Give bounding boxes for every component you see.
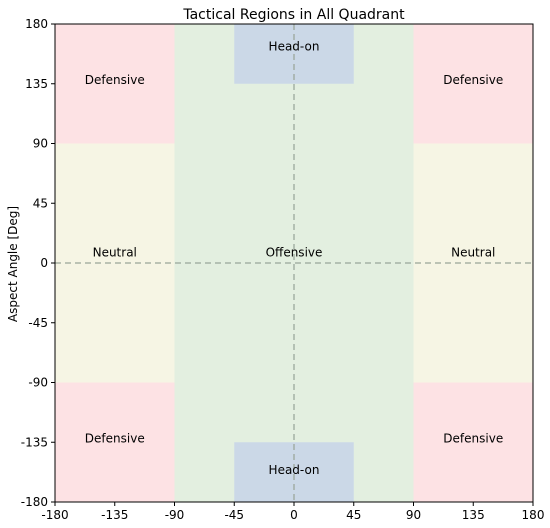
chart-title: Tactical Regions in All Quadrant	[182, 7, 405, 23]
region-label-neutral-1: Neutral	[93, 245, 137, 259]
region-label-defensive-5: Defensive	[85, 431, 145, 445]
x-tick-label: -180	[41, 508, 68, 522]
y-tick-label: 180	[25, 17, 48, 31]
region-label-head-on-7: Head-on	[269, 40, 320, 54]
y-tick-label: 45	[33, 196, 48, 210]
y-tick-label: -135	[21, 435, 48, 449]
y-axis: -180 -135 -90 -45 0 45 90 135 180	[21, 17, 55, 509]
x-tick-label: 135	[462, 508, 485, 522]
region-labels: Offensive Neutral Neutral Defensive Defensiv…	[85, 40, 503, 478]
region-label-head-on-8: Head-on	[269, 463, 320, 477]
region-head-on-7	[234, 24, 354, 84]
region-defensive-6	[413, 382, 533, 502]
y-tick-label: -90	[28, 376, 48, 390]
y-tick-label: -180	[21, 495, 48, 509]
x-tick-label: 45	[346, 508, 361, 522]
region-label-defensive-4: Defensive	[443, 73, 503, 87]
region-defensive-5	[55, 382, 175, 502]
x-tick-label: 180	[522, 508, 545, 522]
y-tick-label: 0	[40, 256, 48, 270]
x-tick-label: -45	[224, 508, 244, 522]
region-neutral-2	[413, 143, 533, 383]
y-tick-label: 135	[25, 77, 48, 91]
region-label-neutral-2: Neutral	[451, 245, 495, 259]
x-axis: -180 -135 -90 -45 0 45 90 135 180	[41, 502, 544, 522]
region-label-defensive-3: Defensive	[85, 73, 145, 87]
region-defensive-4	[413, 24, 533, 144]
region-label-offensive-0: Offensive	[266, 245, 323, 259]
region-offensive-0	[174, 24, 414, 502]
x-tick-label: 0	[290, 508, 298, 522]
x-tick-label: -90	[165, 508, 185, 522]
region-label-defensive-6: Defensive	[443, 431, 503, 445]
y-axis-title: Aspect Angle [Deg]	[6, 206, 20, 322]
region-defensive-3	[55, 24, 175, 144]
region-neutral-1	[55, 143, 175, 383]
x-tick-label: 90	[406, 508, 421, 522]
y-tick-label: 90	[33, 137, 48, 151]
region-head-on-8	[234, 442, 354, 502]
x-tick-label: -135	[101, 508, 128, 522]
region-layer	[55, 24, 533, 502]
y-tick-label: -45	[28, 316, 48, 330]
